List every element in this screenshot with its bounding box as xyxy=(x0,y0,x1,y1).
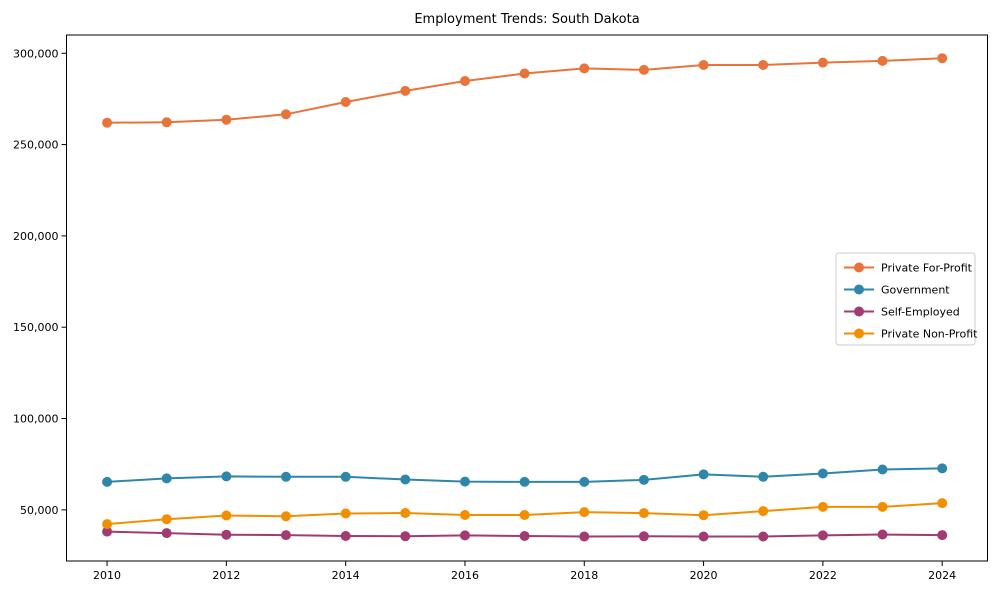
x-tick-label: 2018 xyxy=(570,569,598,582)
x-tick-label: 2022 xyxy=(809,569,837,582)
data-point-private-for-profit-2022 xyxy=(817,57,828,68)
data-point-government-2017 xyxy=(519,476,530,487)
data-point-government-2019 xyxy=(638,474,649,485)
data-point-self-employed-2012 xyxy=(221,529,232,540)
x-tick-label: 2016 xyxy=(451,569,479,582)
legend-item-self-employed: Self-Employed xyxy=(844,306,960,319)
data-point-government-2018 xyxy=(579,476,590,487)
data-point-self-employed-2013 xyxy=(281,530,291,541)
series-government xyxy=(102,463,948,487)
x-tick-label: 2020 xyxy=(690,569,718,582)
data-point-private-for-profit-2021 xyxy=(758,60,769,70)
data-point-private-non-profit-2017 xyxy=(519,510,530,520)
data-point-private-for-profit-2018 xyxy=(579,63,590,74)
data-point-government-2023 xyxy=(877,464,888,475)
y-tick-label: 200,000 xyxy=(13,230,59,243)
data-point-self-employed-2021 xyxy=(758,531,769,542)
data-point-private-for-profit-2023 xyxy=(877,55,888,66)
data-point-private-non-profit-2014 xyxy=(340,508,351,519)
data-point-private-non-profit-2021 xyxy=(758,506,769,517)
data-point-self-employed-2016 xyxy=(460,530,470,541)
data-point-private-for-profit-2014 xyxy=(340,97,351,107)
data-point-self-employed-2010 xyxy=(102,526,113,537)
data-point-private-non-profit-2022 xyxy=(817,501,828,512)
data-point-private-non-profit-2012 xyxy=(221,510,232,521)
data-point-government-2015 xyxy=(400,474,411,485)
series-self-employed xyxy=(102,526,948,542)
data-point-private-non-profit-2011 xyxy=(161,514,172,525)
data-point-private-for-profit-2015 xyxy=(400,85,411,96)
legend-item-private-for-profit: Private For-Profit xyxy=(844,262,973,275)
legend-label: Self-Employed xyxy=(881,306,960,319)
legend-swatch-marker xyxy=(854,328,864,339)
chart-title: Employment Trends: South Dakota xyxy=(414,12,639,27)
data-point-private-for-profit-2017 xyxy=(519,68,530,79)
legend: Private For-Profit Government Self-Employe… xyxy=(835,252,978,346)
data-point-private-non-profit-2019 xyxy=(638,508,649,519)
data-point-self-employed-2020 xyxy=(698,531,709,542)
series-private-non-profit xyxy=(102,498,948,530)
y-tick-label: 250,000 xyxy=(13,139,59,152)
plot-area: 50,000 100,000 150,000 200,000 250,000 300,00… xyxy=(13,34,988,582)
x-tick-label: 2012 xyxy=(212,569,240,582)
data-point-private-for-profit-2011 xyxy=(161,117,172,128)
axes-spines xyxy=(66,34,988,562)
data-point-private-non-profit-2020 xyxy=(698,510,709,521)
data-point-private-for-profit-2020 xyxy=(698,60,709,70)
data-point-private-non-profit-2016 xyxy=(460,510,470,520)
data-point-government-2011 xyxy=(161,473,172,484)
legend-swatch-marker xyxy=(854,262,864,273)
x-tick-label: 2010 xyxy=(93,569,121,582)
data-point-self-employed-2018 xyxy=(579,531,590,542)
data-point-government-2020 xyxy=(698,469,709,480)
x-tick-label: 2024 xyxy=(928,569,956,582)
data-point-government-2021 xyxy=(758,471,769,482)
data-point-self-employed-2023 xyxy=(877,529,888,540)
data-point-private-non-profit-2023 xyxy=(877,501,888,512)
legend-swatch-marker xyxy=(854,306,864,317)
y-tick-label: 300,000 xyxy=(13,47,59,60)
legend-item-private-non-profit: Private Non-Profit xyxy=(844,328,978,341)
y-tick-label: 50,000 xyxy=(20,504,59,517)
data-point-government-2024 xyxy=(937,463,948,474)
data-point-self-employed-2024 xyxy=(937,530,948,541)
legend-box xyxy=(835,252,976,346)
data-point-private-non-profit-2024 xyxy=(937,498,948,509)
data-point-self-employed-2022 xyxy=(817,530,828,541)
data-point-private-for-profit-2016 xyxy=(460,76,470,86)
data-point-government-2010 xyxy=(102,476,113,487)
data-point-government-2016 xyxy=(460,476,470,487)
y-tick-label: 100,000 xyxy=(13,413,59,426)
data-point-private-non-profit-2015 xyxy=(400,508,411,518)
series-line-private-for-profit xyxy=(107,57,943,124)
legend-swatch-marker xyxy=(854,284,864,295)
data-point-self-employed-2017 xyxy=(519,531,530,541)
x-tick-label: 2014 xyxy=(332,569,360,582)
data-point-self-employed-2019 xyxy=(638,531,649,542)
data-point-government-2012 xyxy=(221,471,232,482)
data-point-private-non-profit-2010 xyxy=(102,519,113,530)
data-point-private-non-profit-2018 xyxy=(579,507,590,518)
legend-label: Private Non-Profit xyxy=(881,328,978,341)
data-point-self-employed-2015 xyxy=(400,531,411,542)
data-point-private-for-profit-2012 xyxy=(221,114,232,125)
data-point-government-2014 xyxy=(340,471,351,482)
data-point-private-for-profit-2024 xyxy=(937,53,948,64)
data-point-self-employed-2011 xyxy=(161,528,172,539)
data-point-government-2022 xyxy=(817,468,828,479)
data-point-private-for-profit-2013 xyxy=(281,109,291,120)
data-point-private-for-profit-2019 xyxy=(638,64,649,75)
legend-label: Private For-Profit xyxy=(881,262,973,275)
legend-label: Government xyxy=(881,284,950,297)
legend-item-government: Government xyxy=(844,284,950,297)
data-point-private-non-profit-2013 xyxy=(281,511,291,522)
data-point-government-2013 xyxy=(281,471,291,482)
y-tick-label: 150,000 xyxy=(13,321,59,334)
data-point-self-employed-2014 xyxy=(340,531,351,541)
data-point-private-for-profit-2010 xyxy=(102,117,113,128)
series-private-for-profit xyxy=(102,53,948,128)
